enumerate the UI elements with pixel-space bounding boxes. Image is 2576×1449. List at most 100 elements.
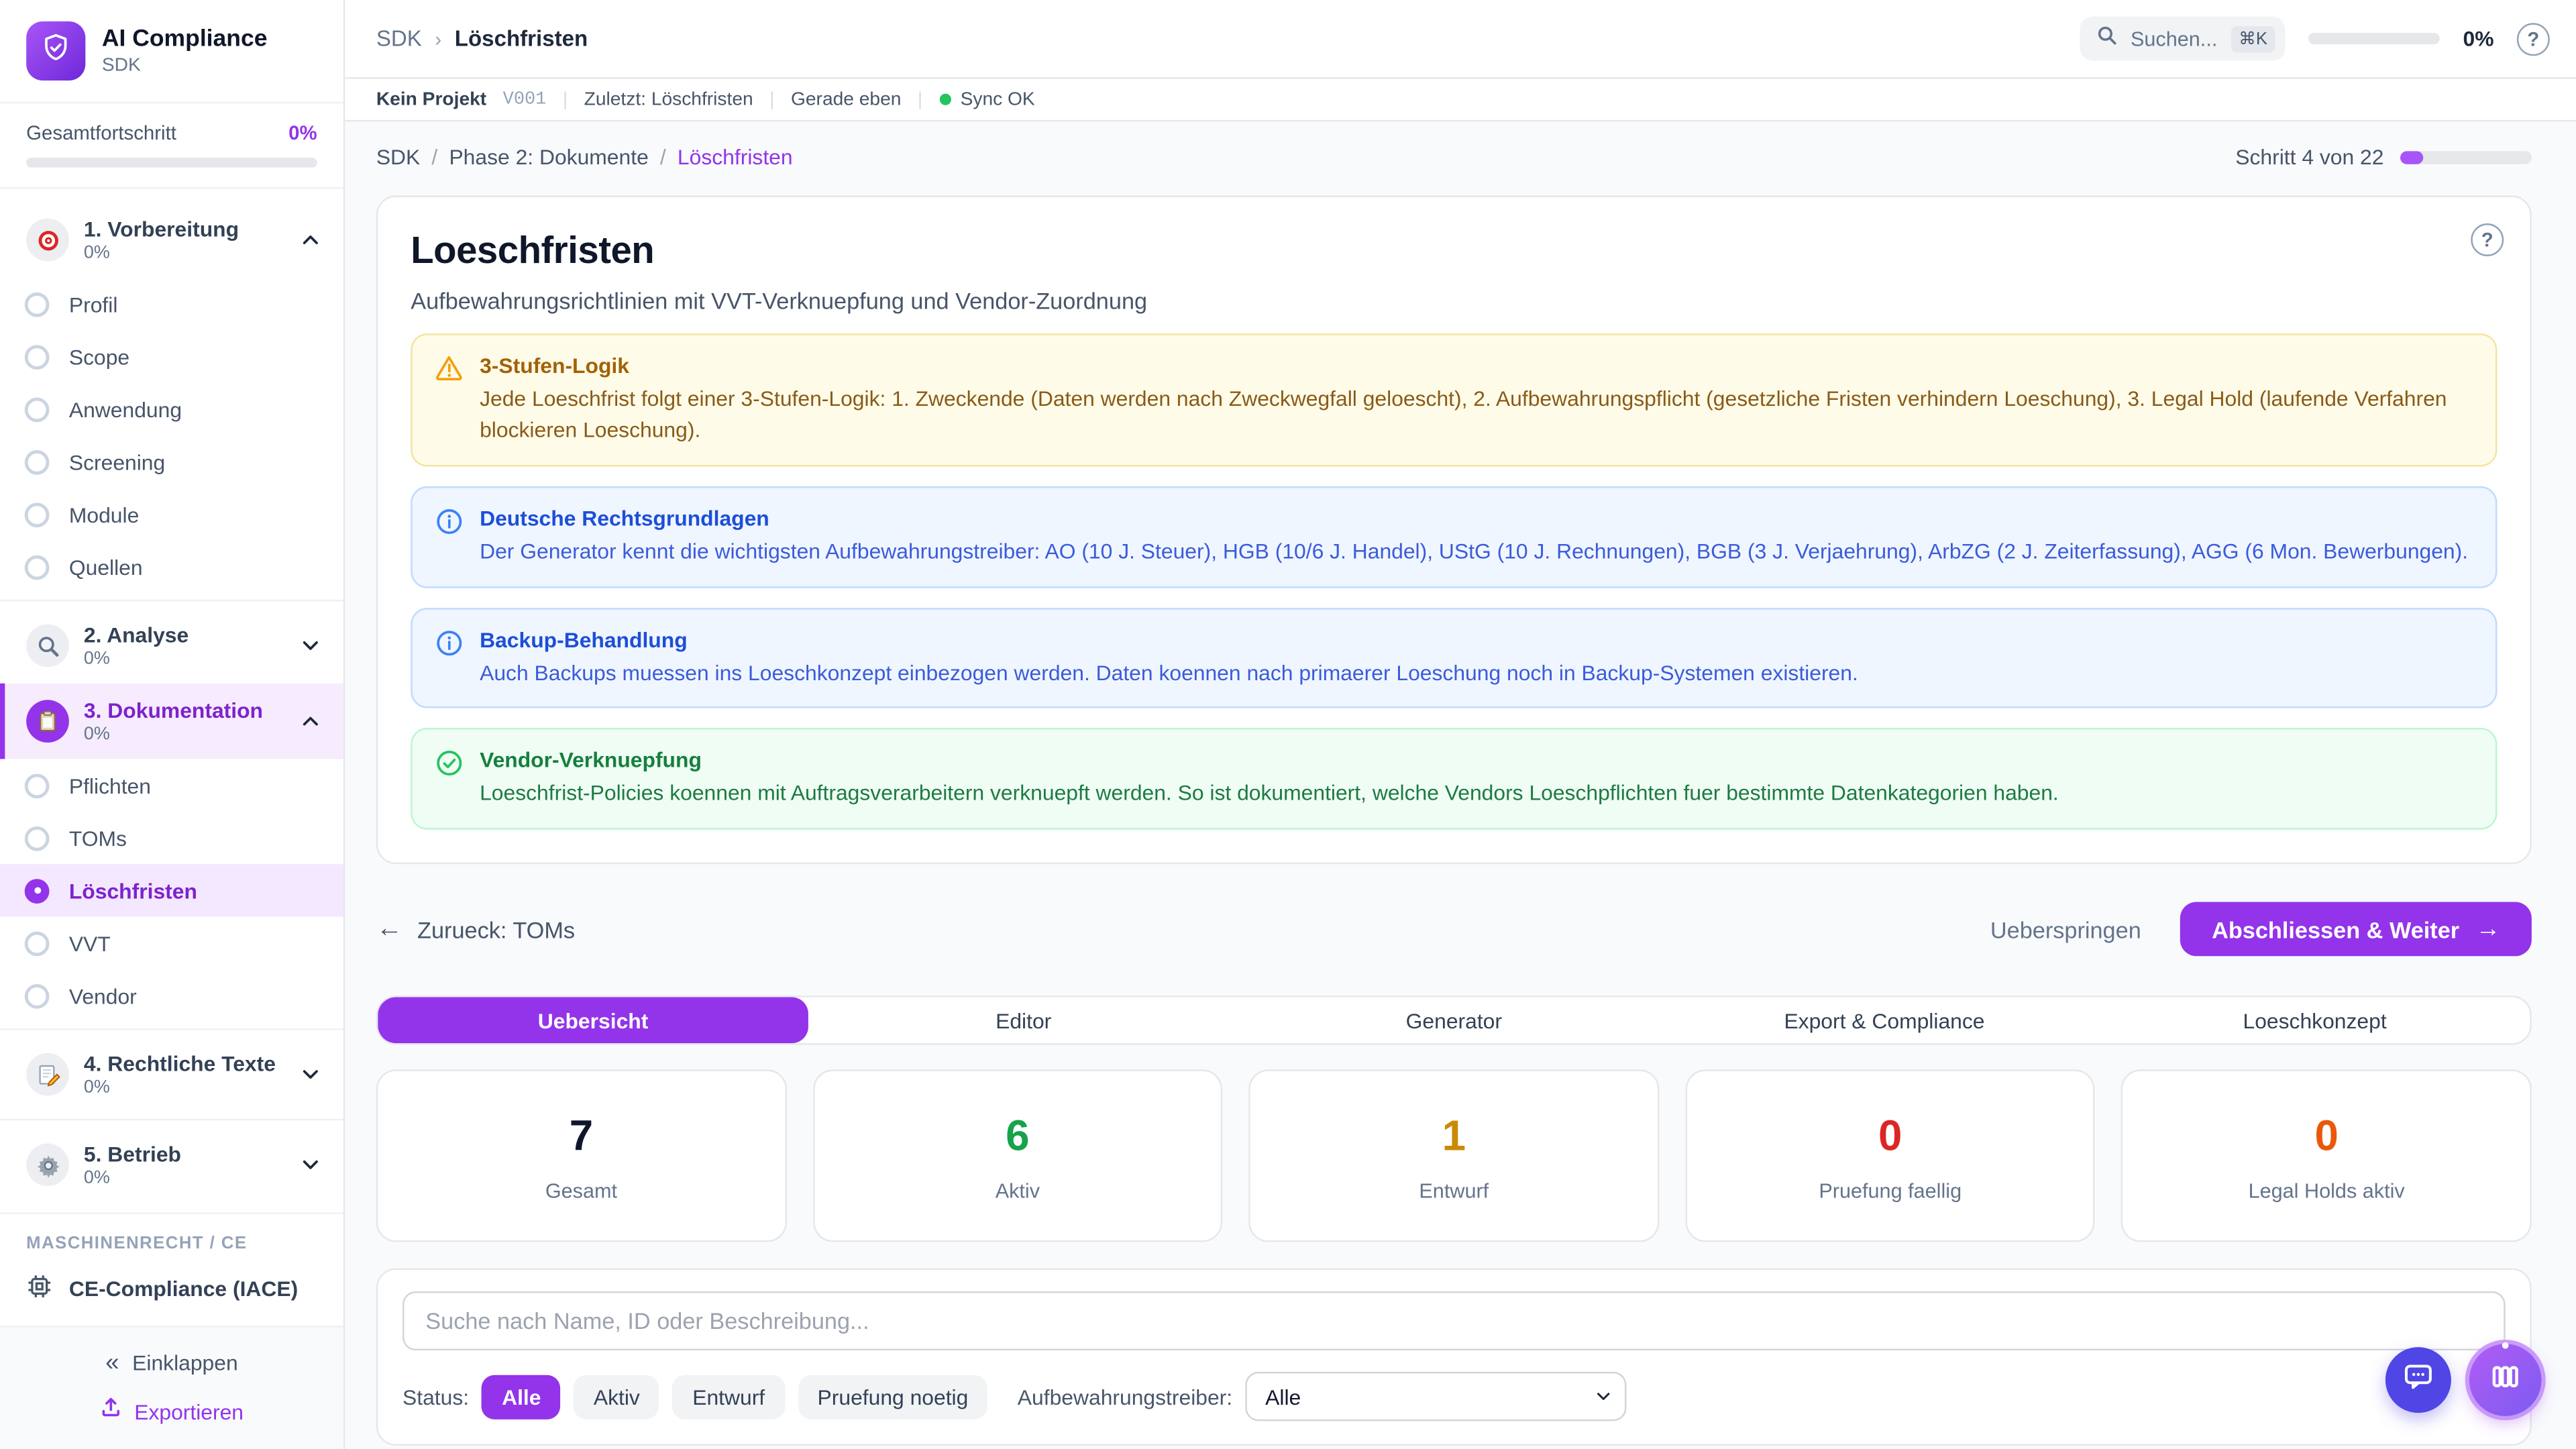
tab-bar: Uebersicht Editor Generator Export & Com… [376, 996, 2532, 1046]
tab-generator[interactable]: Generator [1405, 1008, 1503, 1033]
breadcrumb-phase[interactable]: Phase 2: Dokumente [449, 144, 649, 170]
tab-loeschkonzept[interactable]: Loeschkonzept [2243, 1008, 2387, 1033]
section-percent: 0% [83, 649, 110, 669]
stat-entwurf: 1 Entwurf [1248, 1069, 1659, 1242]
search-shortcut-kbd: ⌘K [2230, 25, 2276, 52]
sidebar-section-rechtliche-texte[interactable]: 4. Rechtliche Texte 0% [0, 1036, 343, 1112]
status-filter-alle[interactable]: Alle [482, 1375, 561, 1419]
sidebar-section-dokumentation[interactable]: 3. Dokumentation 0% [0, 683, 343, 759]
stat-label: Entwurf [1419, 1179, 1489, 1202]
alert-rechtsgrundlagen: Deutsche Rechtsgrundlagen Der Generator … [411, 486, 2498, 588]
content: SDK / Phase 2: Dokumente / Löschfristen … [345, 121, 2576, 1449]
status-filter-pruefung-noetig[interactable]: Pruefung noetig [798, 1375, 988, 1419]
help-icon[interactable]: ? [2516, 22, 2550, 56]
back-button[interactable]: ← Zurueck: TOMs [376, 914, 575, 944]
alert-title: 3-Stufen-Logik [480, 353, 629, 378]
sidebar: AI Compliance SDK Gesamtfortschritt 0% 1… [0, 0, 345, 1449]
sidebar-section-vorbereitung[interactable]: 1. Vorbereitung 0% [0, 202, 343, 278]
stat-aktiv: 6 Aktiv [812, 1069, 1223, 1242]
breadcrumb-root[interactable]: SDK [376, 26, 422, 51]
sidebar-item-toms[interactable]: TOMs [0, 812, 343, 864]
sidebar-item-vvt[interactable]: VVT [0, 917, 343, 969]
sidebar-section-analyse[interactable]: 2. Analyse 0% [0, 608, 343, 684]
chat-fab-button[interactable] [2385, 1347, 2451, 1413]
status-filter-entwurf[interactable]: Entwurf [672, 1375, 785, 1419]
stat-value: 0 [1878, 1110, 1902, 1160]
page-header-card: ? Loeschfristen Aufbewahrungsrichtlinien… [376, 195, 2532, 865]
map-overview-fab-button[interactable] [2469, 1342, 2542, 1417]
sidebar-item-ce-compliance[interactable]: CE-Compliance (IACE) [26, 1273, 317, 1305]
sidebar-item-module[interactable]: Module [0, 488, 343, 540]
sidebar-footer: « Einklappen Exportieren [0, 1326, 343, 1449]
global-search-button[interactable]: Suchen... ⌘K [2080, 16, 2286, 61]
sidebar-section-betrieb[interactable]: 5. Betrieb 0% [0, 1127, 343, 1203]
section-percent: 0% [83, 724, 110, 745]
tab-uebersicht[interactable]: Uebersicht [378, 998, 808, 1044]
help-icon[interactable]: ? [2471, 223, 2504, 257]
alert-backup-behandlung: Backup-Behandlung Auch Backups muessen i… [411, 606, 2498, 709]
sync-status-label: Sync OK [960, 89, 1035, 109]
shield-check-icon [40, 30, 72, 71]
page-breadcrumb-bar: SDK / Phase 2: Dokumente / Löschfristen … [376, 144, 2532, 170]
memo-pencil-icon [26, 1053, 69, 1096]
radio-icon [24, 825, 50, 851]
section-label: 1. Vorbereitung [83, 217, 239, 242]
alert-vendor-verknuepfung: Vendor-Verknuepfung Loeschfrist-Policies… [411, 728, 2498, 830]
collapse-sidebar-button[interactable]: « Einklappen [105, 1348, 238, 1377]
driver-select[interactable]: Alle [1245, 1372, 1627, 1421]
magnifier-icon [26, 624, 69, 667]
breadcrumb-current: Löschfristen [677, 144, 793, 170]
brand-subtitle: SDK [101, 56, 141, 76]
sidebar-item-vendor[interactable]: Vendor [0, 969, 343, 1022]
section-percent: 0% [83, 1077, 110, 1097]
chip-icon [26, 1273, 52, 1305]
info-circle-icon [435, 629, 464, 689]
stat-value: 7 [569, 1110, 594, 1160]
skip-button[interactable]: Ueberspringen [1990, 916, 2141, 943]
breadcrumb-current: Löschfristen [454, 26, 588, 51]
sidebar-item-screening[interactable]: Screening [0, 435, 343, 488]
sidebar-item-anwendung[interactable]: Anwendung [0, 383, 343, 435]
stat-value: 0 [2314, 1110, 2339, 1160]
alert-body: Der Generator kennt die wichtigsten Aufb… [480, 538, 2469, 564]
sidebar-item-quellen[interactable]: Quellen [0, 541, 343, 593]
export-button[interactable]: Exportieren [100, 1397, 244, 1426]
filter-row: Status: Alle Aktiv Entwurf Pruefung noet… [402, 1372, 2506, 1421]
upload-icon [100, 1397, 121, 1426]
version-badge: V001 [502, 89, 547, 109]
time-label: Gerade eben [790, 89, 902, 109]
sidebar-item-scope[interactable]: Scope [0, 330, 343, 382]
sidebar-item-loeschfristen[interactable]: Löschfristen [0, 864, 343, 917]
sidebar-item-profil[interactable]: Profil [0, 278, 343, 330]
stat-value: 1 [1442, 1110, 1466, 1160]
overall-progress-track [26, 158, 317, 168]
machine-item-label: CE-Compliance (IACE) [68, 1276, 299, 1301]
breadcrumb-sdk[interactable]: SDK [376, 144, 421, 170]
sidebar-nav: 1. Vorbereitung 0% Profil Scope Anwendun… [0, 189, 343, 1203]
stat-label: Legal Holds aktiv [2248, 1179, 2405, 1202]
radio-icon [24, 983, 50, 1008]
step-progress-track [2400, 150, 2532, 164]
sidebar-item-pflichten[interactable]: Pflichten [0, 759, 343, 811]
arrow-right-icon: → [2475, 915, 2501, 944]
divider: | [917, 89, 923, 109]
brand-name: AI Compliance [101, 26, 268, 53]
tab-export-compliance[interactable]: Export & Compliance [1784, 1008, 1985, 1033]
radio-icon [24, 344, 50, 369]
status-filter-aktiv[interactable]: Aktiv [574, 1375, 660, 1419]
machine-section: MASCHINENRECHT / CE CE-Compliance (IACE) [0, 1212, 343, 1321]
columns-icon [2487, 1358, 2524, 1402]
chevron-up-icon [301, 230, 320, 250]
step-progress: Schritt 4 von 22 [2235, 145, 2532, 169]
alert-body: Auch Backups muessen ins Loeschkonzept e… [480, 659, 1858, 685]
stat-value: 6 [1006, 1110, 1030, 1160]
alert-title: Deutsche Rechtsgrundlagen [480, 505, 769, 531]
info-circle-icon [435, 507, 464, 568]
filter-card: Status: Alle Aktiv Entwurf Pruefung noet… [376, 1269, 2532, 1446]
finish-next-button[interactable]: Abschliessen & Weiter → [2180, 902, 2532, 957]
tab-editor[interactable]: Editor [996, 1008, 1052, 1033]
policy-search-input[interactable] [402, 1291, 2506, 1351]
topbar-progress-value: 0% [2463, 26, 2494, 51]
step-progress-fill [2400, 150, 2424, 164]
